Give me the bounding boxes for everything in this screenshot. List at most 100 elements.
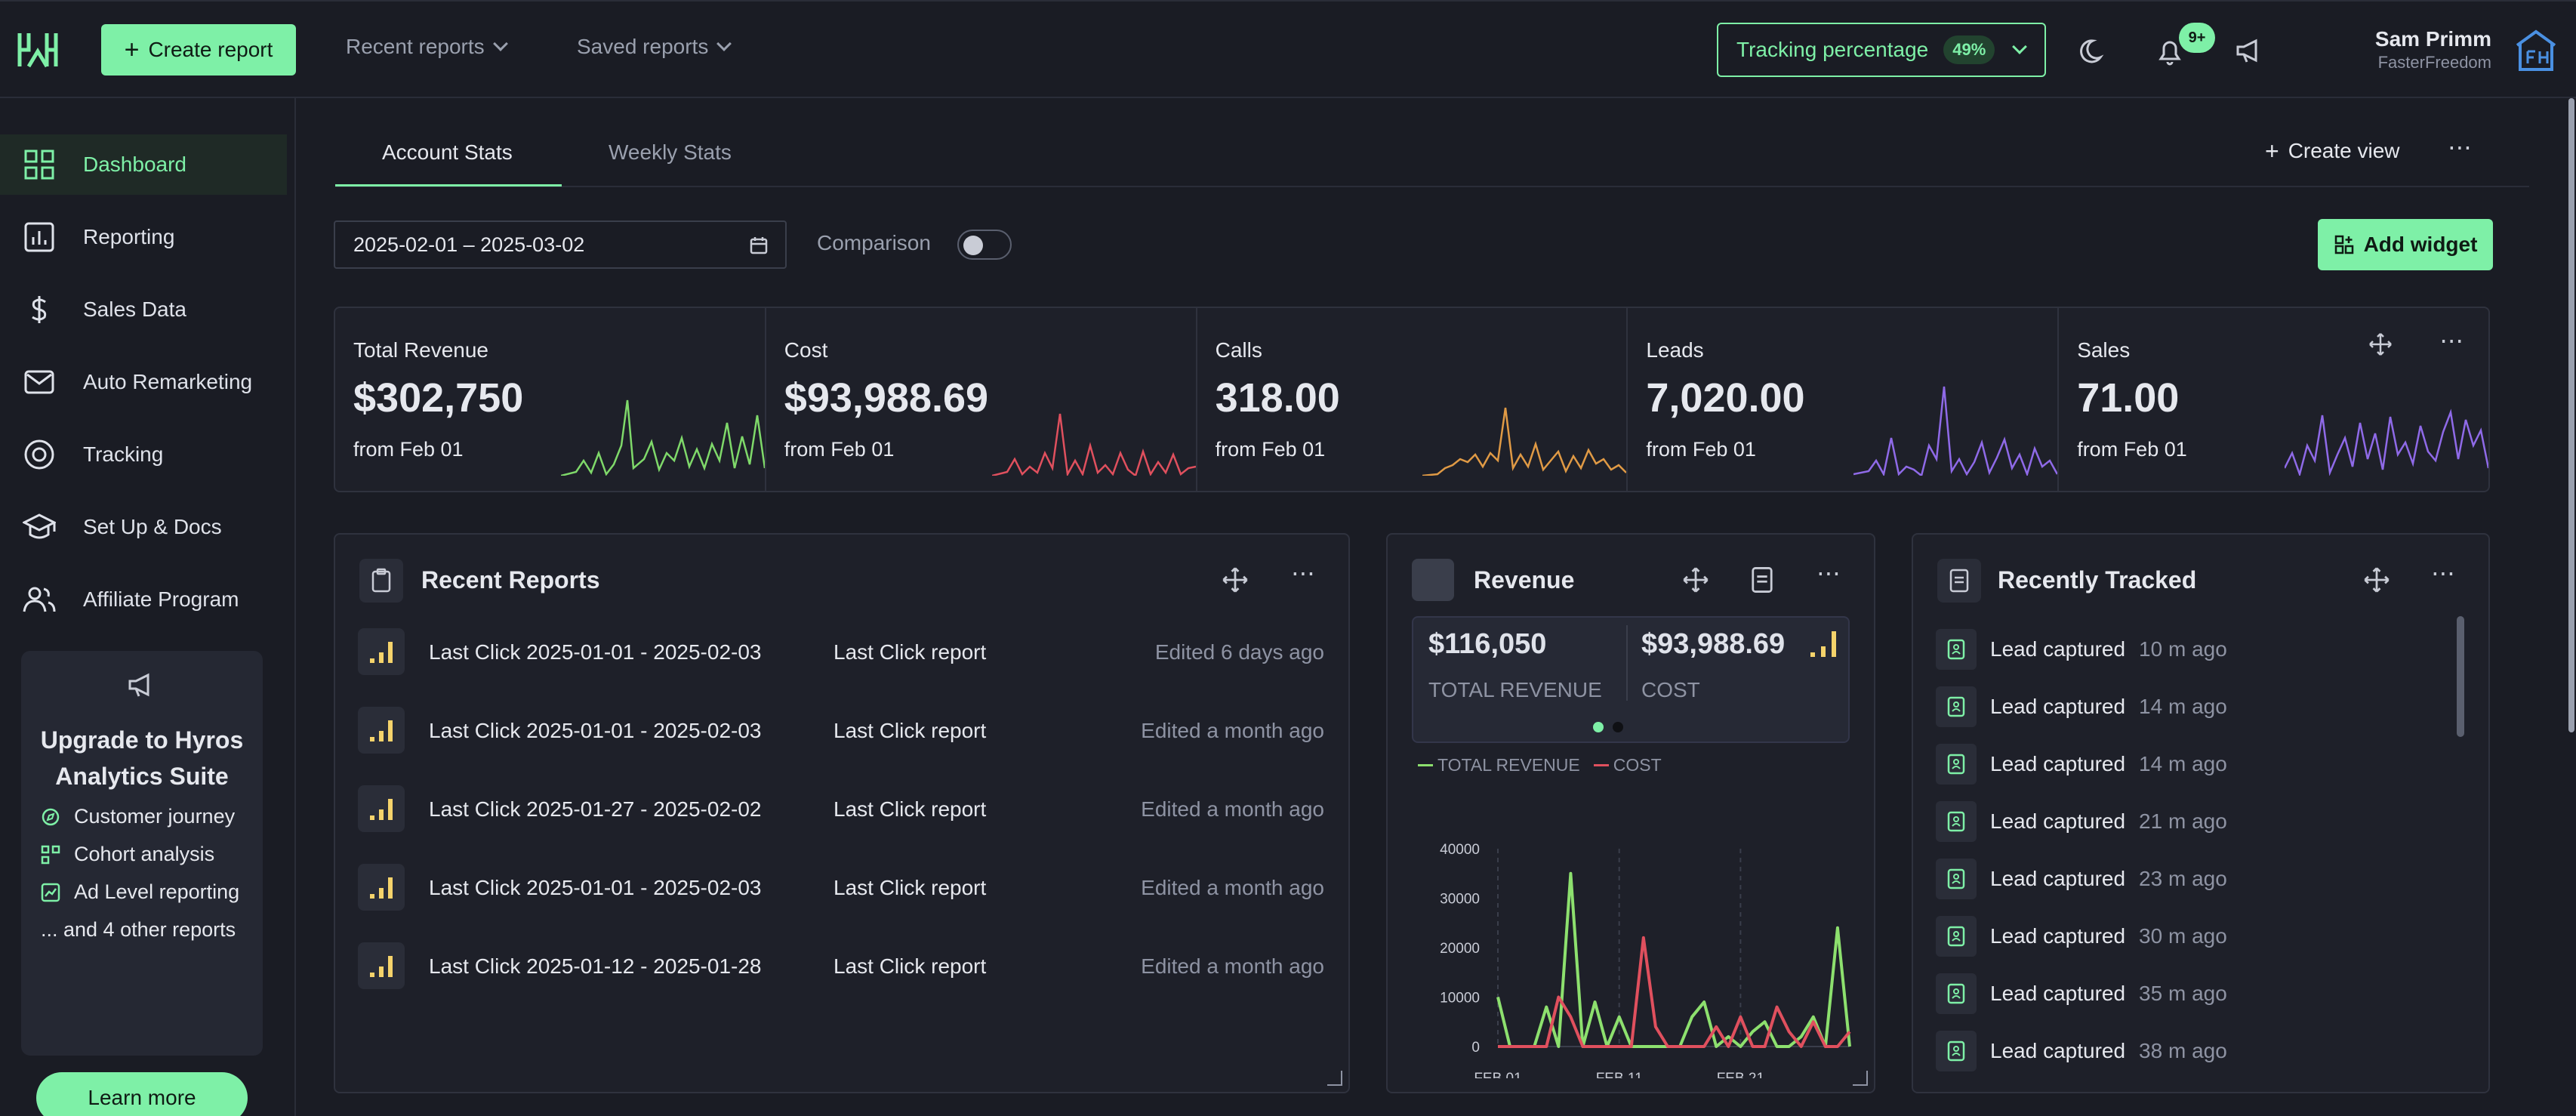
report-bar-chart-icon (358, 864, 405, 911)
carousel-dot-active[interactable] (1593, 722, 1604, 732)
tracked-row[interactable]: Lead captured 21 m ago (1936, 800, 2389, 843)
move-icon[interactable] (1220, 565, 1250, 595)
create-view-button[interactable]: + Create view (2265, 137, 2400, 165)
tracked-event-time: 21 m ago (2139, 809, 2227, 833)
tracked-row[interactable]: Lead captured 30 m ago (1936, 915, 2389, 957)
moon-icon[interactable] (2078, 35, 2111, 68)
date-range-input[interactable]: 2025-02-01 – 2025-03-02 (334, 220, 787, 269)
move-icon[interactable] (2362, 565, 2392, 595)
report-row[interactable]: Last Click 2025-01-01 - 2025-02-03 Last C… (358, 864, 1324, 912)
tracked-event-time: 35 m ago (2139, 982, 2227, 1005)
move-icon[interactable] (1681, 565, 1711, 595)
more-options-icon[interactable]: ⋯ (1816, 560, 1841, 587)
sidebar-item-tracking[interactable]: Tracking (0, 424, 287, 485)
account-logo-icon[interactable] (2513, 29, 2559, 72)
report-edited: Edited a month ago (1141, 876, 1324, 899)
tracked-row[interactable]: Lead captured 23 m ago (1936, 858, 2389, 900)
sidebar-item-reporting[interactable]: Reporting (0, 207, 287, 267)
chart-legend: TOTAL REVENUE COST (1418, 755, 1662, 775)
legend-total-revenue[interactable]: TOTAL REVENUE (1418, 755, 1580, 775)
tracked-row[interactable]: Lead captured 35 m ago (1936, 973, 2389, 1015)
report-type: Last Click report (834, 876, 987, 899)
create-report-button[interactable]: + Create report (101, 24, 296, 76)
resize-handle-icon[interactable] (1327, 1071, 1342, 1086)
more-options-icon[interactable]: ⋯ (2448, 134, 2472, 161)
total-revenue-label: TOTAL REVENUE (1428, 678, 1602, 701)
report-edited: Edited a month ago (1141, 797, 1324, 821)
report-name: Last Click 2025-01-27 - 2025-02-02 (429, 797, 762, 821)
tracked-row[interactable]: Lead captured 14 m ago (1936, 743, 2389, 785)
report-bar-chart-icon (358, 628, 405, 675)
cost-sparkline (991, 413, 1196, 476)
tab-weekly-stats[interactable]: Weekly Stats (609, 140, 732, 164)
page-scrollbar[interactable] (2567, 98, 2576, 1116)
recently-tracked-card: Recently Tracked ⋯ Lead captured 10 m ago… (1912, 533, 2490, 1093)
clipboard-icon (359, 559, 403, 603)
stat-cost[interactable]: Cost $93,988.69 from Feb 01 (766, 308, 1197, 491)
report-row[interactable]: Last Click 2025-01-12 - 2025-01-28 Last C… (358, 942, 1324, 991)
resize-handle-icon[interactable] (1853, 1071, 1868, 1086)
page-scroll-thumb[interactable] (2568, 98, 2574, 732)
leads-sparkline (1853, 386, 2058, 476)
chevron-down-icon (716, 36, 732, 51)
tracking-percentage-button[interactable]: Tracking percentage 49% (1717, 23, 2046, 77)
add-widget-button[interactable]: Add widget (2318, 219, 2493, 270)
plus-icon: + (124, 35, 140, 64)
sidebar-item-sales-data[interactable]: Sales Data (0, 279, 287, 340)
report-name: Last Click 2025-01-01 - 2025-02-03 (429, 719, 762, 742)
learn-more-button[interactable]: Learn more (36, 1072, 248, 1116)
tracked-event-time: 23 m ago (2139, 867, 2227, 890)
revenue-summary-carousel[interactable]: $116,050 TOTAL REVENUE $93,988.69 COST (1412, 616, 1850, 743)
tracked-event-label: Lead captured (1990, 752, 2126, 775)
tracked-row[interactable]: Lead captured 14 m ago (1936, 686, 2389, 728)
tracked-event-time: 14 m ago (2139, 695, 2227, 718)
sidebar-item-affiliate-program[interactable]: Affiliate Program (0, 569, 287, 630)
lead-badge-icon (1936, 973, 1977, 1014)
tracked-row[interactable]: Lead captured 38 m ago (1936, 1030, 2389, 1072)
stat-total-revenue[interactable]: Total Revenue $302,750 from Feb 01 (335, 308, 766, 491)
report-type: Last Click report (834, 719, 987, 742)
stat-calls[interactable]: Calls 318.00 from Feb 01 (1197, 308, 1628, 491)
megaphone-icon[interactable] (2233, 35, 2266, 68)
tabs-divider (335, 186, 2529, 187)
cohort-grid-icon (41, 845, 60, 864)
stat-leads[interactable]: Leads 7,020.00 from Feb 01 (1628, 308, 2060, 491)
sidebar-item-auto-remarketing[interactable]: Auto Remarketing (0, 352, 287, 412)
chevron-down-icon (2012, 39, 2028, 54)
move-icon[interactable] (2367, 331, 2394, 358)
carousel-dot[interactable] (1613, 722, 1623, 732)
recent-reports-menu[interactable]: Recent reports (346, 35, 508, 59)
dollar-icon (32, 296, 47, 323)
recent-reports-title: Recent Reports (421, 566, 600, 593)
document-icon[interactable] (1747, 565, 1777, 595)
report-row[interactable]: Last Click 2025-01-01 - 2025-02-03 Last C… (358, 707, 1324, 755)
report-bar-chart-icon (358, 785, 405, 832)
sidebar-item-set-up-docs[interactable]: Set Up & Docs (0, 497, 287, 557)
hyros-logo-icon[interactable] (17, 29, 59, 71)
upgrade-panel: Upgrade to Hyros Analytics Suite Custome… (21, 651, 263, 1116)
user-name[interactable]: Sam Primm (2374, 27, 2491, 51)
sidebar-item-dashboard[interactable]: Dashboard (0, 134, 287, 195)
tracked-event-time: 14 m ago (2139, 752, 2227, 775)
calls-sparkline (1422, 407, 1627, 476)
more-options-icon[interactable]: ⋯ (2431, 560, 2455, 587)
scroll-thumb[interactable] (2457, 616, 2464, 737)
revenue-line-chart[interactable]: 0 10000 20000 30000 40000 FEB 01 FEB 11 FEB 21 (1388, 784, 1877, 1078)
bell-icon[interactable] (2153, 35, 2186, 68)
saved-reports-menu[interactable]: Saved reports (577, 35, 732, 59)
dashboard-icon (24, 150, 54, 180)
stat-sales[interactable]: Sales 71.00 from Feb 01 ⋯ (2059, 308, 2488, 491)
legend-cost[interactable]: COST (1593, 755, 1662, 775)
comparison-toggle[interactable] (957, 230, 1012, 260)
series-line-0[interactable] (1496, 871, 1851, 1048)
more-options-icon[interactable]: ⋯ (1291, 560, 1315, 587)
tracked-row[interactable]: Lead captured 10 m ago (1936, 628, 2389, 671)
tab-account-stats[interactable]: Account Stats (382, 140, 513, 164)
report-row[interactable]: Last Click 2025-01-27 - 2025-02-02 Last C… (358, 785, 1324, 834)
series-line-1[interactable] (1498, 936, 1851, 1048)
target-icon (24, 439, 54, 470)
active-tab-indicator (335, 184, 562, 187)
tracked-event-label: Lead captured (1990, 867, 2126, 890)
report-row[interactable]: Last Click 2025-01-01 - 2025-02-03 Last C… (358, 628, 1324, 677)
more-options-icon[interactable]: ⋯ (2439, 327, 2464, 354)
